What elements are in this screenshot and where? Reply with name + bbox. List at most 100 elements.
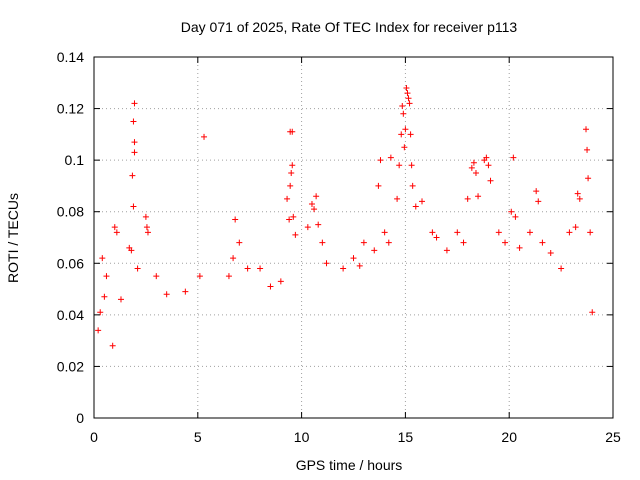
data-point xyxy=(460,239,467,246)
data-point xyxy=(113,229,120,236)
data-point xyxy=(409,182,416,189)
data-point xyxy=(508,208,515,215)
data-point xyxy=(128,247,135,254)
data-point xyxy=(288,170,295,177)
plot-frame xyxy=(93,56,614,419)
data-point xyxy=(163,291,170,298)
data-point xyxy=(350,255,357,262)
data-point xyxy=(558,265,565,272)
data-point xyxy=(130,203,137,210)
data-point xyxy=(407,131,414,138)
data-point xyxy=(401,144,408,151)
data-point xyxy=(402,126,409,133)
data-point xyxy=(236,239,243,246)
data-point xyxy=(340,265,347,272)
data-point xyxy=(526,229,533,236)
data-point xyxy=(277,278,284,285)
data-point xyxy=(547,249,554,256)
data-point xyxy=(387,154,394,161)
data-point xyxy=(485,162,492,169)
data-point xyxy=(396,162,403,169)
data-point xyxy=(356,262,363,269)
data-point xyxy=(315,221,322,228)
data-point xyxy=(385,239,392,246)
data-point xyxy=(129,172,136,179)
data-point xyxy=(576,195,583,202)
data-point xyxy=(267,283,274,290)
data-point xyxy=(142,213,149,220)
data-point xyxy=(131,149,138,156)
x-tick-label: 20 xyxy=(501,429,517,445)
data-point xyxy=(375,182,382,189)
x-axis-ticks: 0 5 10 15 20 25 xyxy=(90,57,621,445)
data-point xyxy=(589,309,596,316)
x-tick-label: 5 xyxy=(194,429,202,445)
data-point xyxy=(510,154,517,161)
data-point xyxy=(201,133,208,140)
data-point xyxy=(574,190,581,197)
data-point xyxy=(429,229,436,236)
data-point xyxy=(566,229,573,236)
data-point xyxy=(443,247,450,254)
data-point xyxy=(313,193,320,200)
data-point xyxy=(323,260,330,267)
y-tick-label: 0.02 xyxy=(57,358,84,374)
data-point xyxy=(117,296,124,303)
data-point xyxy=(572,224,579,231)
data-point xyxy=(289,128,296,135)
data-point xyxy=(464,195,471,202)
data-point xyxy=(182,288,189,295)
data-point xyxy=(371,247,378,254)
data-point xyxy=(290,213,297,220)
data-point xyxy=(134,265,141,272)
data-point xyxy=(289,162,296,169)
data-point xyxy=(495,229,502,236)
data-point xyxy=(143,224,150,231)
data-point xyxy=(304,224,311,231)
data-point xyxy=(502,239,509,246)
data-point xyxy=(406,100,413,107)
y-axis-label: ROTI / TECUs xyxy=(5,193,21,283)
data-point xyxy=(454,229,461,236)
data-point xyxy=(284,195,291,202)
data-point xyxy=(319,239,326,246)
data-point xyxy=(533,188,540,195)
data-point xyxy=(308,200,315,207)
y-tick-label: 0.1 xyxy=(65,152,85,168)
x-tick-label: 25 xyxy=(605,429,621,445)
data-point xyxy=(403,84,410,91)
data-point xyxy=(109,342,116,349)
data-point xyxy=(230,255,237,262)
data-point xyxy=(144,229,151,236)
data-point xyxy=(225,273,232,280)
x-tick-label: 15 xyxy=(398,429,414,445)
x-tick-label: 10 xyxy=(294,429,310,445)
y-tick-label: 0.08 xyxy=(57,204,84,220)
data-point xyxy=(583,126,590,133)
data-point xyxy=(292,231,299,238)
data-point xyxy=(381,229,388,236)
data-point xyxy=(111,224,118,231)
data-point xyxy=(585,175,592,182)
data-point xyxy=(472,170,479,177)
data-point xyxy=(539,239,546,246)
data-point xyxy=(232,216,239,223)
data-point xyxy=(470,159,477,166)
data-point xyxy=(394,195,401,202)
y-tick-label: 0.06 xyxy=(57,255,84,271)
data-point xyxy=(399,102,406,109)
data-point xyxy=(412,203,419,210)
data-point xyxy=(360,239,367,246)
data-point xyxy=(95,327,102,334)
y-tick-label: 0.12 xyxy=(57,101,84,117)
data-point xyxy=(408,162,415,169)
data-point xyxy=(286,216,293,223)
data-point xyxy=(587,229,594,236)
data-point xyxy=(97,309,104,316)
data-point xyxy=(405,95,412,102)
data-point xyxy=(433,234,440,241)
data-point xyxy=(487,177,494,184)
data-point xyxy=(131,139,138,146)
data-point xyxy=(103,273,110,280)
